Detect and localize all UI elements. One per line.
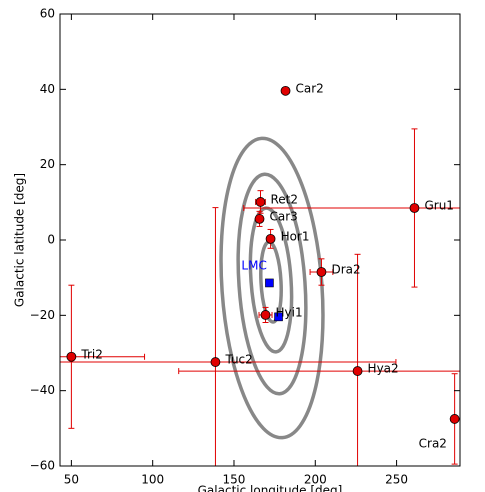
point [316, 267, 327, 277]
point-label: Car2 [296, 81, 324, 95]
y-tick-label: −20 [30, 308, 55, 322]
x-tick-label: 100 [141, 473, 164, 487]
point [265, 233, 276, 244]
y-tick-label: −60 [30, 459, 55, 473]
point-label: Hya2 [368, 362, 399, 376]
point-label: Gru1 [424, 198, 453, 212]
marks [60, 85, 460, 466]
point [210, 357, 221, 367]
point [274, 312, 283, 322]
y-tick-label: 0 [47, 233, 55, 247]
point-label: Tri2 [80, 347, 102, 361]
point [255, 197, 266, 207]
y-axis-label: Galactic latitude [deg] [13, 173, 27, 307]
point [409, 203, 420, 213]
point-label: Hyi1 [276, 305, 303, 319]
x-tick-label: 250 [385, 473, 408, 487]
point-label: Tuc2 [224, 353, 252, 367]
point [265, 278, 274, 288]
x-tick-label: 50 [64, 473, 79, 487]
point-label: Hor1 [281, 229, 310, 243]
lmc-contours [219, 136, 325, 440]
point-label: Dra2 [331, 263, 360, 277]
x-tick-label: 200 [304, 473, 327, 487]
point-label: Cra2 [419, 436, 447, 450]
x-axis-label: Galactic longitude [deg] [198, 484, 343, 492]
contour [219, 136, 325, 440]
x-tick-label: 150 [223, 473, 246, 487]
y-tick-label: 40 [40, 82, 55, 96]
plot-frame [59, 13, 461, 467]
y-tick-label: 60 [40, 7, 55, 21]
point [352, 366, 363, 376]
point-label: Ret2 [270, 192, 298, 206]
point [260, 310, 271, 320]
contour [236, 172, 308, 396]
point [449, 414, 460, 424]
point [280, 85, 291, 96]
point [66, 351, 77, 362]
y-tick-label: 20 [40, 157, 55, 171]
point [254, 214, 265, 224]
y-tick-label: −40 [30, 383, 55, 397]
point-label: Car3 [270, 209, 298, 223]
series-label: LMC [241, 258, 266, 272]
